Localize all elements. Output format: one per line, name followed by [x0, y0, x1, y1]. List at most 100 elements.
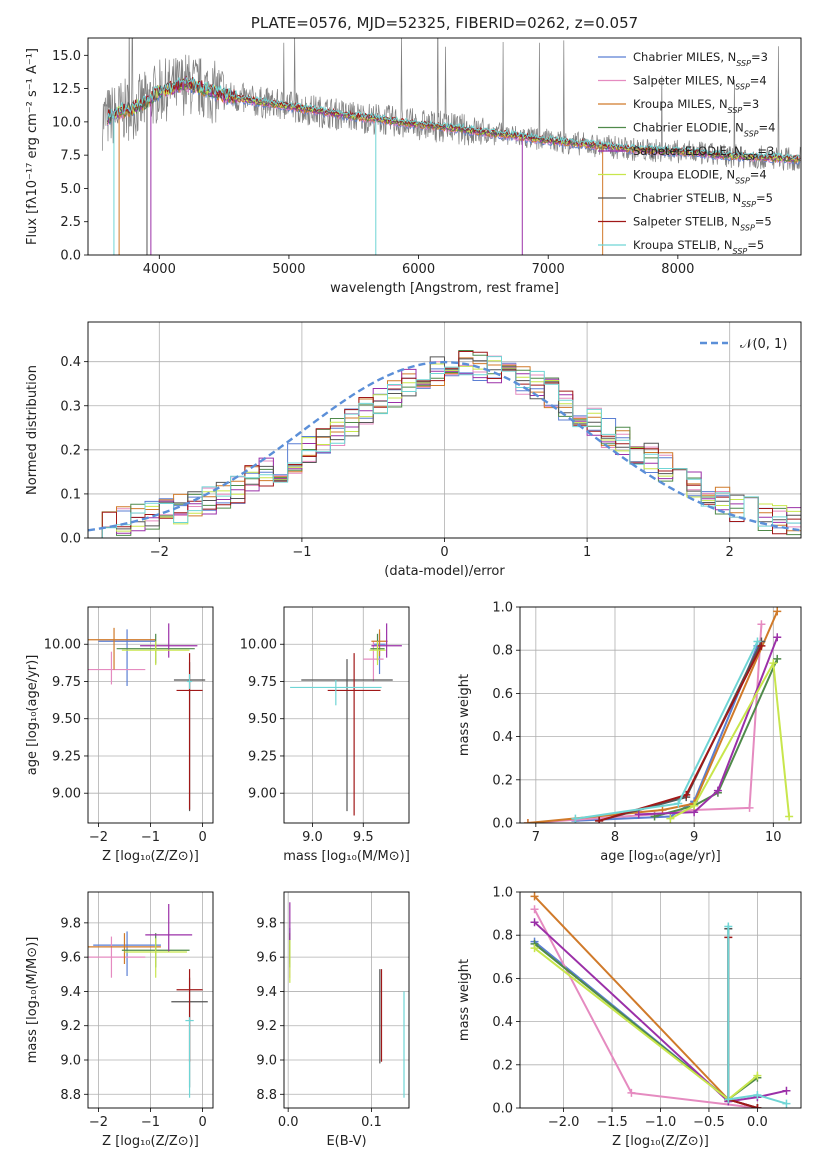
y-tick-label: 0.4 [60, 355, 81, 370]
y-tick-label: 0.8 [492, 644, 513, 659]
y-tick-label: 9.25 [52, 749, 81, 764]
mass-vs-metallicity-panel: −2 −1 0 8.8 9.0 9.2 9.4 9.6 9.8 Z [log₁₀(Z/Z⊙)] ma… [25, 891, 214, 1149]
y-tick-label: 0.2 [492, 1058, 513, 1073]
y-tick-label: 9.2 [60, 1019, 81, 1034]
plot-area [289, 902, 405, 1098]
plot-area [88, 350, 801, 538]
mass-weight-marker [753, 637, 762, 646]
massweight-vs-metallicity-panel: −2.0 −1.5 −1.0 −0.5 0.0 0.0 0.2 0.4 0.6 0.8 1.0 Z [… [457, 886, 802, 1149]
x-tick-label: 9.0 [302, 830, 323, 845]
mass-weight-marker [530, 918, 539, 927]
y-tick-label: 5.0 [60, 182, 81, 197]
mass-weight-marker [674, 799, 683, 808]
y-tick-label: 0.0 [492, 1102, 513, 1117]
y-tick-label: 9.0 [256, 1054, 277, 1069]
x-axis-label: (data-model)/error [384, 564, 505, 579]
y-tick-label: 8.8 [60, 1088, 81, 1103]
axes-frame [87, 891, 214, 1109]
legend-entry: Chabrier ELODIE, NSSP=4 [633, 121, 775, 139]
mass-weight-marker [773, 654, 782, 663]
y-tick-label: 1.0 [492, 886, 513, 901]
plot-area [101, 38, 801, 255]
x-axis-label: Z [log₁₀(Z/Z⊙)] [102, 849, 199, 864]
x-tick-label: −2 [89, 1115, 108, 1130]
x-axis-label: mass [log₁₀(M/M⊙)] [283, 849, 410, 864]
mass-weight-marker [745, 803, 754, 812]
legend-entry: Kroupa MILES, NSSP=3 [633, 97, 759, 115]
x-axis-label: Z [log₁₀(Z/Z⊙)] [612, 1134, 709, 1149]
normal-distribution-curve [88, 360, 801, 532]
mass-weight-marker [523, 819, 532, 823]
y-tick-label: 0.2 [492, 773, 513, 788]
plot-area [88, 623, 206, 812]
y-tick-label: 8.8 [256, 1088, 277, 1103]
mass-weight-line [533, 908, 758, 1108]
y-tick-label: 10.00 [240, 638, 277, 653]
y-tick-label: 12.5 [52, 82, 81, 97]
mass-weight-marker [753, 1091, 762, 1100]
axes-frame [87, 606, 214, 824]
x-tick-label: −2.0 [548, 1115, 580, 1130]
y-axis-label: age [log₁₀(age/yr)] [25, 655, 40, 776]
mass-weight-line [638, 636, 779, 816]
y-tick-label: 0.0 [60, 532, 81, 547]
x-tick-label: −2 [89, 830, 108, 845]
x-tick-label: 0.1 [361, 1115, 382, 1130]
x-tick-label: 0.0 [278, 1115, 299, 1130]
legend-entry: Salpeter STELIB, NSSP=5 [633, 215, 772, 233]
x-tick-label: −1 [292, 545, 311, 560]
y-tick-label: 0.0 [60, 249, 81, 264]
y-axis-label: mass weight [457, 959, 472, 1041]
mass-weight-marker [757, 620, 766, 629]
massweight-vs-age-panel: 7 8 9 10 0.0 0.2 0.4 0.6 0.8 1.0 age [log₁₀(age/yr… [457, 601, 802, 864]
axes-frame [87, 37, 802, 256]
y-tick-label: 15.0 [52, 49, 81, 64]
mass-weight-marker [666, 814, 675, 823]
x-tick-label: 6000 [402, 262, 435, 277]
mass-weight-marker [782, 1086, 791, 1095]
mass-weight-marker [773, 607, 782, 616]
mass-weight-line [575, 645, 759, 822]
mass-weight-marker [724, 1095, 733, 1104]
spectrum-panel: 4000 5000 6000 7000 8000 0.0 2.5 5.0 7.5 10.0 12.5… [25, 14, 802, 296]
y-tick-label: 9.00 [248, 787, 277, 802]
mass-weight-marker [595, 816, 604, 823]
y-tick-label: 9.50 [52, 712, 81, 727]
legend-entry: Salpeter ELODIE, NSSP=3 [633, 144, 774, 162]
mass-weight-marker [690, 801, 699, 810]
mass-weight-marker [530, 892, 539, 901]
x-tick-label: 0 [198, 1115, 206, 1130]
axes-frame [283, 891, 410, 1109]
y-tick-label: 0.1 [60, 487, 81, 502]
y-tick-label: 9.8 [256, 916, 277, 931]
axes-frame [519, 606, 802, 824]
mass-weight-marker [769, 659, 778, 668]
x-tick-label: −0.5 [693, 1115, 725, 1130]
y-tick-label: 0.3 [60, 399, 81, 414]
y-tick-label: 9.6 [256, 951, 277, 966]
x-tick-label: −1.0 [645, 1115, 677, 1130]
mass-weight-marker [530, 905, 539, 914]
mass-weight-line [727, 937, 758, 1108]
x-axis-label: Z [log₁₀(Z/Z⊙)] [102, 1134, 199, 1149]
mass-weight-marker [627, 1088, 636, 1097]
x-tick-label: 0.0 [747, 1115, 768, 1130]
y-tick-label: 9.6 [60, 951, 81, 966]
y-tick-label: 9.25 [248, 749, 277, 764]
x-axis-label: wavelength [Angstrom, rest frame] [330, 281, 559, 296]
mass-weight-line [533, 895, 758, 1108]
y-tick-label: 9.75 [52, 675, 81, 690]
x-axis-label: E(B-V) [326, 1134, 366, 1149]
age-vs-mass-panel: 9.0 9.5 9.00 9.25 9.50 9.75 10.00 mass [log₁₀(M… [240, 606, 410, 864]
x-tick-label: 1 [583, 545, 591, 560]
x-tick-label: −2 [150, 545, 169, 560]
legend-entry: 𝒩(0, 1) [740, 337, 787, 352]
y-tick-label: 0.2 [60, 443, 81, 458]
mass-weight-line [727, 926, 787, 1105]
x-tick-label: 0 [198, 830, 206, 845]
y-tick-label: 7.5 [60, 149, 81, 164]
x-axis-label: age [log₁₀(age/yr)] [600, 849, 721, 864]
mass-weight-marker [634, 810, 643, 819]
age-vs-metallicity-panel: −2 −1 0 9.00 9.25 9.50 9.75 10.00 Z [log₁₀(Z/Z⊙)… [25, 606, 214, 864]
y-tick-label: 10.0 [52, 115, 81, 130]
